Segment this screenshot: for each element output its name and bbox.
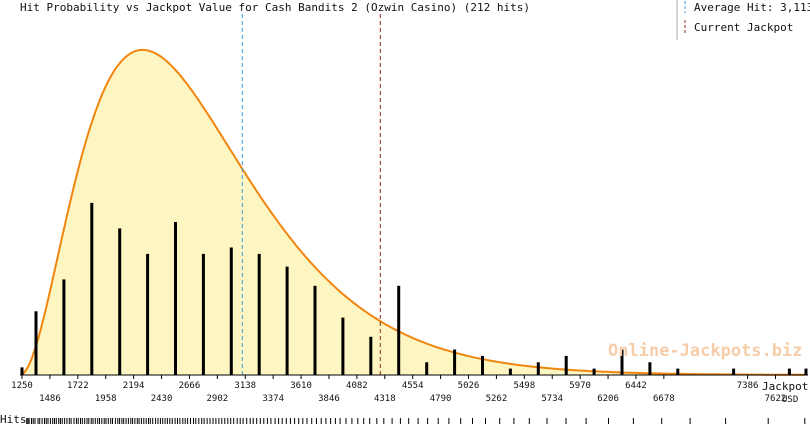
density-curve bbox=[21, 48, 805, 376]
hit-bar bbox=[536, 362, 540, 376]
chart-title: Hit Probability vs Jackpot Value for Cas… bbox=[20, 1, 530, 14]
x-tick-label: 3610 bbox=[290, 381, 312, 391]
x-tick-label: 1958 bbox=[95, 394, 117, 404]
hit-bar bbox=[592, 368, 596, 375]
hit-bar bbox=[648, 362, 652, 376]
x-axis-ticks: 1250 1722 2194 2666 3138 3610 4082 4554 5026 5498… bbox=[11, 375, 786, 404]
hit-bar bbox=[118, 228, 122, 375]
x-tick-label: 4082 bbox=[346, 381, 368, 391]
hit-bar bbox=[313, 285, 317, 376]
x-tick-label: 1486 bbox=[39, 394, 61, 404]
x-tick-label: 2194 bbox=[123, 381, 145, 391]
x-tick-label: 2902 bbox=[207, 394, 229, 404]
hit-bar bbox=[62, 279, 66, 375]
hit-bar bbox=[90, 202, 94, 375]
x-tick-label: 2430 bbox=[151, 394, 173, 404]
hit-bar bbox=[564, 355, 568, 375]
hit-bar bbox=[425, 362, 429, 376]
hit-bar bbox=[369, 336, 373, 376]
hits-strip bbox=[26, 418, 806, 424]
x-tick-label: 5498 bbox=[513, 381, 535, 391]
x-tick-label: 2666 bbox=[179, 381, 201, 391]
x-tick-label: 6678 bbox=[653, 394, 675, 404]
hit-bar bbox=[397, 285, 401, 376]
hit-bars bbox=[20, 202, 808, 376]
x-tick-label: 3138 bbox=[234, 381, 256, 391]
hit-bar bbox=[732, 368, 736, 375]
x-tick-label: 6442 bbox=[625, 381, 647, 391]
hit-bar bbox=[804, 368, 808, 375]
x-axis-unit: USD bbox=[782, 395, 798, 405]
hit-bar bbox=[146, 253, 150, 375]
hit-bar bbox=[453, 349, 457, 375]
hit-bar bbox=[285, 266, 289, 375]
x-tick-label: 3374 bbox=[262, 394, 284, 404]
x-tick-label: 7622 bbox=[765, 394, 787, 404]
hit-bar bbox=[676, 368, 680, 375]
legend-current-label: Current Jackpot bbox=[694, 21, 793, 34]
x-tick-label: 3846 bbox=[318, 394, 340, 404]
x-tick-label: 7386 bbox=[737, 381, 759, 391]
x-axis-label: Jackpot, bbox=[762, 380, 810, 393]
hit-bar bbox=[229, 247, 233, 375]
x-tick-label: 1250 bbox=[11, 381, 33, 391]
hit-bar bbox=[20, 367, 24, 375]
hit-bar bbox=[508, 368, 512, 375]
x-tick-label: 5970 bbox=[569, 381, 591, 391]
hit-bar bbox=[201, 253, 205, 375]
hit-bar bbox=[174, 222, 177, 375]
hit-bar bbox=[481, 355, 484, 375]
legend-average-label: Average Hit: 3,113 bbox=[694, 1, 810, 14]
x-tick-label: 4554 bbox=[402, 381, 424, 391]
hit-bar bbox=[257, 253, 261, 375]
hits-label: Hits bbox=[0, 413, 27, 425]
hit-bar bbox=[34, 311, 38, 376]
x-tick-label: 5026 bbox=[458, 381, 480, 391]
hit-bar bbox=[787, 368, 791, 375]
x-tick-label: 6206 bbox=[597, 394, 619, 404]
x-tick-label: 4790 bbox=[430, 394, 452, 404]
hit-bar bbox=[341, 317, 345, 375]
hit-bar bbox=[620, 349, 624, 375]
x-tick-label: 1722 bbox=[67, 381, 89, 391]
x-tick-label: 4318 bbox=[374, 394, 396, 404]
x-tick-label: 5262 bbox=[486, 394, 508, 404]
x-tick-label: 5734 bbox=[541, 394, 563, 404]
density-curve-fill bbox=[22, 49, 805, 376]
watermark: Online-Jackpots.biz bbox=[608, 341, 802, 361]
